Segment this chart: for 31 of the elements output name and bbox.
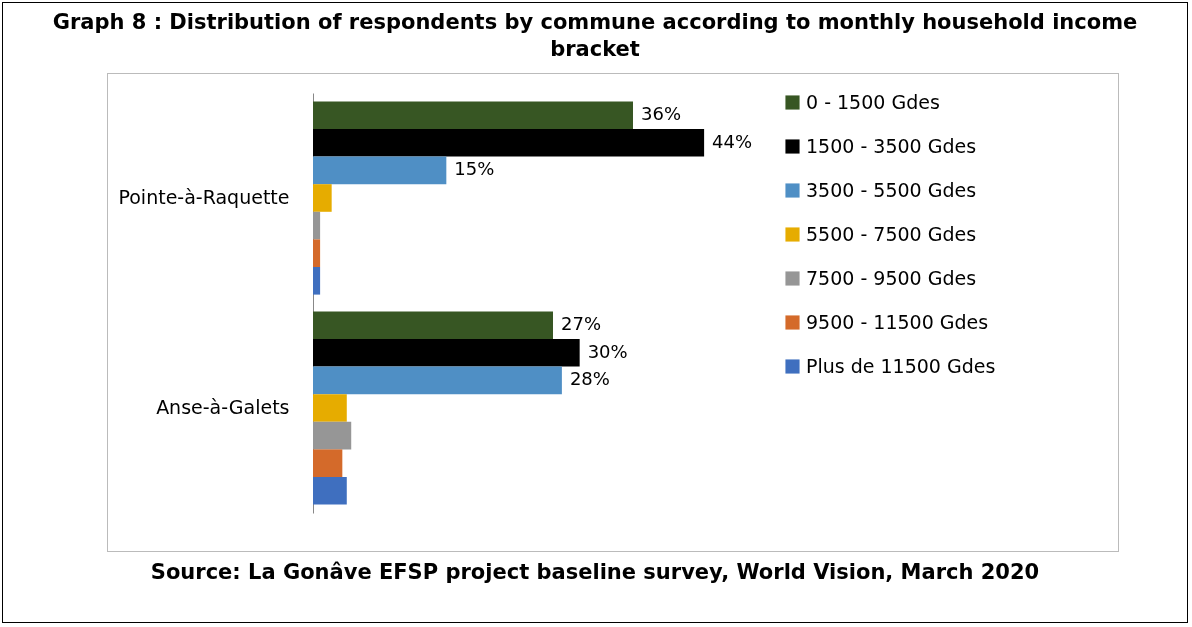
data-label: 27% <box>561 313 602 335</box>
data-label: 36% <box>641 103 682 125</box>
chart-title: Graph 8 : Distribution of respondents by commune according to monthly household income bracket <box>51 9 1139 63</box>
bar <box>313 449 343 477</box>
bar <box>313 101 633 129</box>
data-label: 28% <box>569 368 610 390</box>
bar <box>313 339 580 367</box>
legend-label: 5500 - 7500 Gdes <box>806 222 977 245</box>
legend-label: 7500 - 9500 Gdes <box>806 266 977 289</box>
bar <box>313 311 553 339</box>
source-note: Source: La Gonâve EFSP project baseline survey, World Vision, March 2020 <box>149 560 1041 584</box>
y-tick-label: Anse-à-Galets <box>156 396 290 418</box>
data-label: 15% <box>454 158 495 180</box>
legend-label: 1500 - 3500 Gdes <box>806 134 977 157</box>
data-label: 30% <box>587 340 628 362</box>
legend-label: 3500 - 5500 Gdes <box>806 178 977 201</box>
legend-label: 9500 - 11500 Gdes <box>806 310 989 333</box>
bar <box>313 211 321 240</box>
data-label: 44% <box>712 130 753 152</box>
bar <box>313 421 352 450</box>
bar <box>313 267 321 295</box>
bar <box>313 129 705 157</box>
legend-label: 0 - 1500 Gdes <box>806 90 940 113</box>
bar <box>313 366 562 395</box>
bar <box>313 156 447 185</box>
legend-label: Plus de 11500 Gdes <box>806 354 996 377</box>
y-tick-label: Pointe-à-Raquette <box>118 186 290 208</box>
bar <box>313 184 332 212</box>
bar <box>313 394 347 422</box>
bar <box>313 477 347 505</box>
bar <box>313 239 321 267</box>
